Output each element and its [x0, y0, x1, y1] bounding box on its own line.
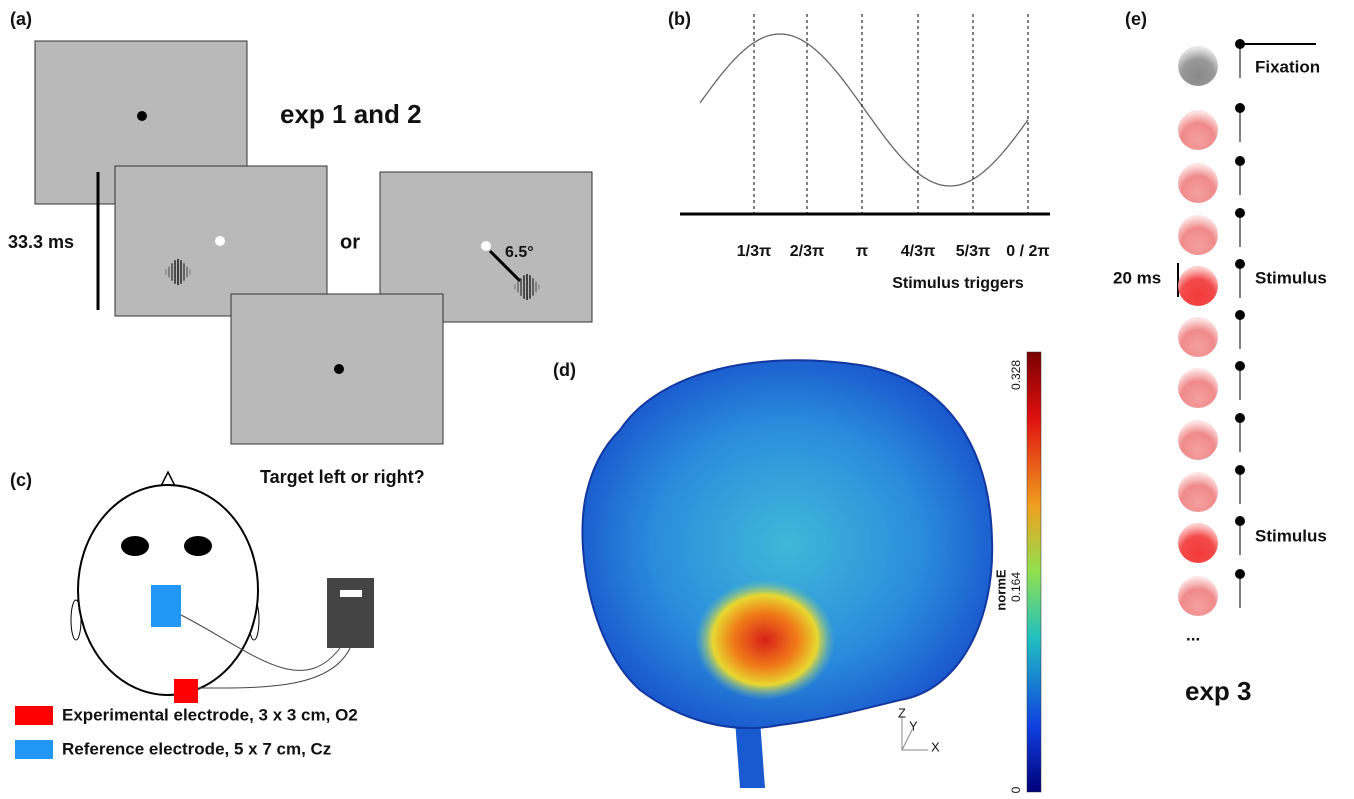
frame-pin-head: [1235, 413, 1245, 423]
fixation-label: Fixation: [1255, 57, 1320, 76]
caption: Stimulus triggers: [892, 275, 1024, 292]
axis-label: Z: [898, 705, 906, 720]
fixation-dot: [215, 236, 225, 246]
axis-label: Y: [909, 718, 918, 733]
reference-electrode: [151, 585, 181, 627]
ellipsis: ...: [1186, 625, 1200, 644]
frame-pin-head: [1235, 208, 1245, 218]
phase-label: 5/3π: [956, 243, 991, 260]
frame-disc: [1178, 215, 1218, 255]
frame-pin-head: [1235, 569, 1245, 579]
brain-stem: [735, 720, 765, 788]
panel-label: (a): [10, 9, 32, 29]
frame-pin-head: [1235, 361, 1245, 371]
frame-pin-head: [1235, 103, 1245, 113]
question: Target left or right?: [260, 467, 425, 487]
or-label: or: [340, 231, 360, 253]
colorbar: [1027, 352, 1041, 792]
title: exp 3: [1185, 676, 1252, 706]
stimulus-label: Stimulus: [1255, 526, 1327, 545]
frame-disc: [1178, 163, 1218, 203]
frame-pin-head: [1235, 259, 1245, 269]
panel-e: (e) Fixation 20 ms Stimulus Stimulus ...…: [1113, 9, 1327, 706]
frame-pin-head: [1235, 39, 1245, 49]
panel-label: (d): [553, 360, 576, 380]
frame-pin-head: [1235, 310, 1245, 320]
phase-label: 1/3π: [737, 243, 772, 260]
frame-disc: [1178, 420, 1218, 460]
phase-label: 4/3π: [901, 243, 936, 260]
colorbar-title: normE: [993, 569, 1008, 611]
panel-label: (e): [1125, 9, 1147, 29]
field-hotspot: [695, 580, 835, 700]
stimulus-label: Stimulus: [1255, 268, 1327, 287]
frame-pin-head: [1235, 465, 1245, 475]
legend-swatch: [15, 740, 53, 759]
title: exp 1 and 2: [280, 99, 422, 129]
panel-b: (b) Stimulus triggers 1/3π 2/3π π 4/3π 5/3π 0…: [668, 9, 1050, 292]
eye: [121, 536, 149, 556]
figure: (a) exp 1 and 2 33.3 ms or 6.5° Target l…: [0, 0, 1354, 799]
phase-label: 2/3π: [790, 243, 825, 260]
frame-disc: [1178, 523, 1218, 563]
stimulator: [327, 578, 374, 648]
phase-label: π: [856, 243, 868, 260]
frame-disc: [1178, 576, 1218, 616]
frame-disc: [1178, 317, 1218, 357]
fixation-dot: [481, 241, 491, 251]
colorbar-tick: 0.164: [1009, 572, 1023, 602]
frame-disc: [1178, 368, 1218, 408]
frame-disc: [1178, 266, 1218, 306]
frame-disc: [1178, 110, 1218, 150]
frame-disc: [1178, 472, 1218, 512]
fixation-dot: [137, 111, 147, 121]
frame-pin-head: [1235, 156, 1245, 166]
panel-a: (a) exp 1 and 2 33.3 ms or 6.5° Target l…: [8, 9, 592, 487]
legend-label: Experimental electrode, 3 x 3 cm, O2: [62, 705, 358, 724]
frame-disc: [1178, 46, 1218, 86]
fixation-dot: [334, 364, 344, 374]
axis-label: X: [931, 739, 940, 754]
angle-label: 6.5°: [505, 244, 534, 261]
duration-label: 33.3 ms: [8, 232, 74, 252]
sine-wave: [700, 34, 1028, 186]
frame-pin-head: [1235, 516, 1245, 526]
panel-c: (c) Experimental electrode, 3 x 3 cm, O2…: [10, 470, 374, 759]
eye: [184, 536, 212, 556]
stimulator-display: [340, 590, 362, 597]
panel-label: (c): [10, 470, 32, 490]
panel-d: (d) 0.328 0.164 0 normE Z Y X: [553, 352, 1041, 793]
experimental-electrode: [174, 679, 198, 703]
phase-label: 0 / 2π: [1006, 243, 1049, 260]
legend-label: Reference electrode, 5 x 7 cm, Cz: [62, 739, 331, 758]
colorbar-tick: 0: [1009, 786, 1023, 793]
panel-label: (b): [668, 9, 691, 29]
legend-swatch: [15, 706, 53, 725]
duration-label: 20 ms: [1113, 268, 1161, 287]
colorbar-tick: 0.328: [1009, 360, 1023, 390]
